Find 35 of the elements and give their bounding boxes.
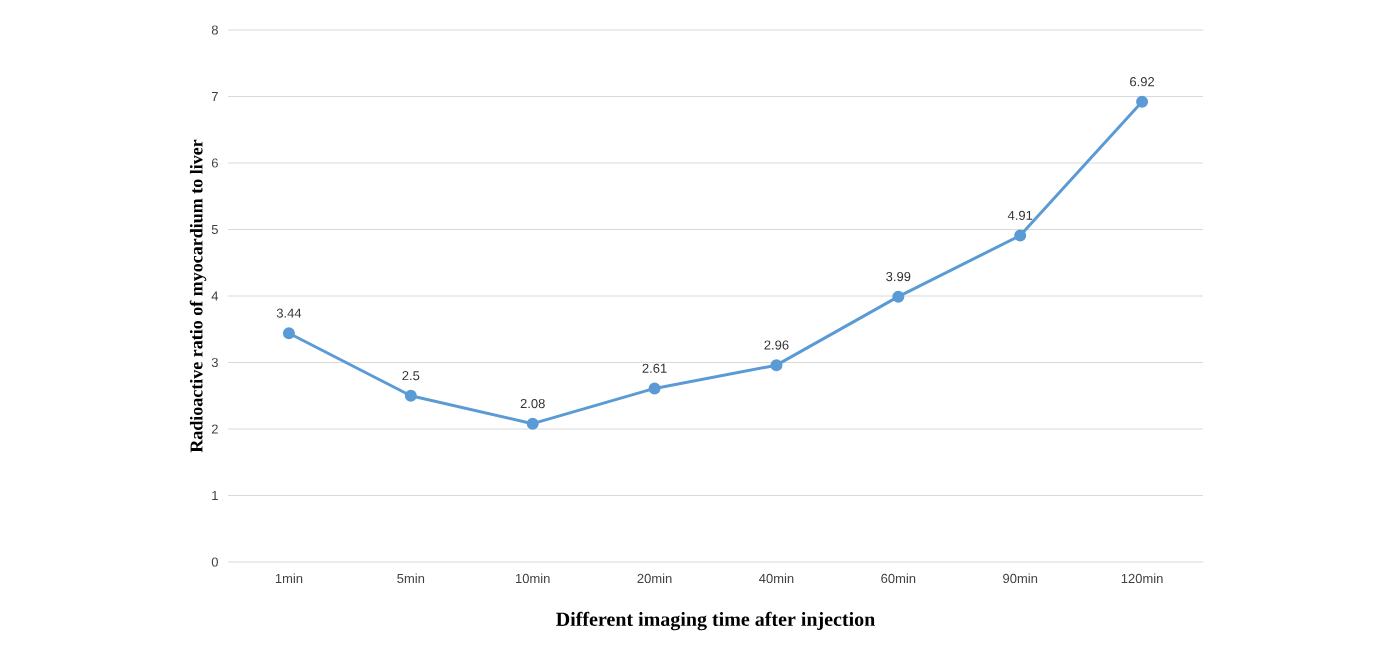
- y-tick-label: 0: [211, 557, 218, 567]
- point: [526, 417, 539, 430]
- data-label: 2.5: [402, 371, 420, 381]
- data-label: 2.96: [764, 340, 789, 350]
- y-tick-label: 7: [211, 92, 218, 101]
- point: [1136, 95, 1149, 108]
- point: [892, 290, 905, 303]
- x-axis-title: Different imaging time after injection: [556, 611, 875, 631]
- data-label: 6.92: [1130, 77, 1155, 87]
- y-tick-label: 3: [211, 357, 218, 368]
- x-tick-label: 60min: [881, 573, 916, 584]
- y-tick-label: 1: [212, 491, 218, 500]
- x-tick-label: 120min: [1121, 573, 1163, 584]
- data-label: 2.08: [520, 398, 545, 409]
- point: [1014, 229, 1027, 242]
- point: [282, 327, 295, 340]
- y-tick-label: 6: [211, 158, 218, 168]
- data-label: 2.61: [642, 363, 667, 373]
- data-label: 3.99: [886, 271, 911, 282]
- x-tick-label: 20min: [637, 573, 672, 584]
- point: [770, 359, 783, 372]
- y-tick-label: 5: [211, 224, 218, 235]
- y-tick-label: 2: [211, 424, 218, 434]
- data-label: 3.44: [276, 308, 302, 318]
- x-tick-label: 1min: [275, 573, 303, 583]
- x-tick-label: 10min: [515, 573, 550, 584]
- y-axis-title: Radioactive ratio of myocardium to liver: [189, 139, 207, 453]
- y-tick-label: 4: [211, 291, 219, 301]
- point: [404, 389, 417, 402]
- x-tick-label: 5min: [397, 573, 425, 584]
- point: [648, 382, 661, 395]
- x-tick-label: 40min: [759, 573, 794, 584]
- y-tick-label: 8: [211, 25, 218, 35]
- x-tick-label: 90min: [1003, 573, 1038, 584]
- data-label: 4.91: [1007, 210, 1033, 220]
